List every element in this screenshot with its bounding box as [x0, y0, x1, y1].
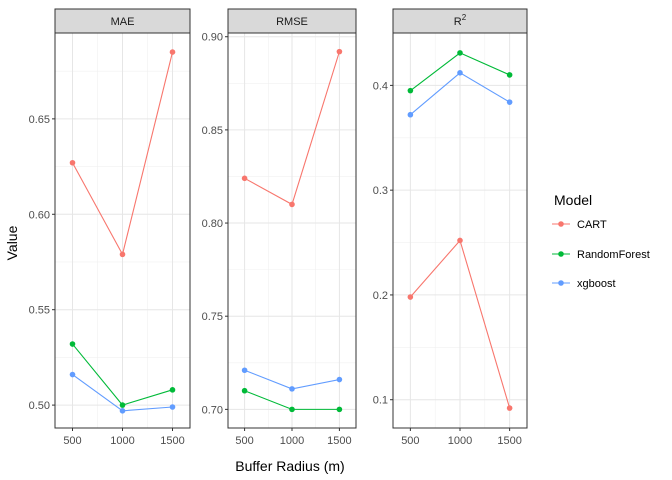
legend-label: xgboost: [577, 278, 616, 290]
legend-title: Model: [554, 192, 592, 208]
y-tick-label: 0.4: [373, 80, 388, 92]
data-point-randomforest: [241, 387, 248, 394]
y-tick-label: 0.70: [202, 404, 223, 416]
data-point-cart: [407, 294, 414, 300]
data-point-xgboost: [241, 367, 248, 374]
y-tick-label: 0.1: [373, 395, 388, 407]
y-tick-label: 0.2: [373, 290, 388, 302]
data-point-cart: [289, 201, 295, 208]
data-point-xgboost: [336, 376, 343, 383]
data-point-randomforest: [119, 402, 126, 408]
x-tick-label: 1500: [160, 435, 184, 447]
y-tick-label: 0.50: [29, 400, 50, 412]
data-point-cart: [506, 405, 513, 411]
legend: Model CART RandomForest xgboost: [552, 192, 650, 290]
legend-entry-cart: CART: [552, 219, 607, 231]
y-tick-label: 0.80: [202, 218, 223, 230]
data-point-cart: [69, 159, 76, 166]
data-point-xgboost: [506, 99, 513, 105]
legend-entry-xgboost: xgboost: [552, 278, 616, 290]
data-point-cart: [119, 251, 126, 258]
data-point-randomforest: [289, 406, 295, 413]
legend-key-point: [558, 280, 564, 286]
y-tick-label: 0.85: [202, 125, 223, 137]
facet-strip: [392, 8, 528, 34]
facet-strip: [54, 8, 191, 34]
y-tick-label: 0.3: [373, 185, 388, 197]
x-tick-label: 1500: [327, 435, 351, 447]
data-point-xgboost: [457, 70, 463, 76]
panel-1: 0.50 0.55 0.60 0.65 500 1000 1500 MAE: [29, 8, 191, 447]
data-point-randomforest: [169, 387, 176, 393]
data-point-randomforest: [457, 50, 463, 56]
x-tick-label: 500: [235, 435, 253, 447]
x-tick-label: 1000: [280, 435, 304, 447]
data-point-randomforest: [506, 72, 513, 78]
data-point-cart: [336, 48, 343, 55]
panel-2: 0.70 0.75 0.80 0.85 0.90 500 1000 1500 RMSE: [202, 8, 357, 447]
x-tick-label: 500: [63, 435, 81, 447]
x-tick-label: 1500: [497, 435, 521, 447]
x-tick-label: 1000: [110, 435, 134, 447]
data-point-xgboost: [289, 386, 295, 392]
y-tick-label: 0.60: [29, 209, 50, 221]
legend-key-point: [558, 221, 564, 227]
facet-strip-label: MAE: [111, 16, 135, 28]
data-point-cart: [457, 237, 463, 244]
legend-label: CART: [577, 219, 607, 231]
data-point-xgboost: [119, 408, 126, 414]
data-point-cart: [241, 175, 248, 182]
facet-strip: [227, 8, 357, 34]
y-tick-label: 0.90: [202, 32, 223, 44]
facet-strip-label: RMSE: [276, 16, 308, 28]
x-tick-label: 1000: [448, 435, 472, 447]
legend-key-point: [558, 251, 564, 257]
data-point-xgboost: [407, 111, 414, 118]
data-point-cart: [169, 49, 176, 55]
x-axis-title: Buffer Radius (m): [235, 458, 344, 474]
y-axis-title: Value: [4, 225, 20, 260]
x-tick-label: 500: [401, 435, 419, 447]
data-point-xgboost: [69, 371, 76, 378]
data-point-randomforest: [407, 87, 414, 94]
legend-entry-randomforest: RandomForest: [552, 249, 650, 261]
data-point-randomforest: [336, 406, 343, 413]
y-tick-label: 0.55: [29, 305, 50, 317]
data-point-xgboost: [169, 404, 176, 410]
y-tick-label: 0.75: [202, 311, 223, 323]
y-tick-label: 0.65: [29, 114, 50, 126]
data-point-randomforest: [69, 341, 76, 347]
legend-label: RandomForest: [577, 249, 650, 261]
